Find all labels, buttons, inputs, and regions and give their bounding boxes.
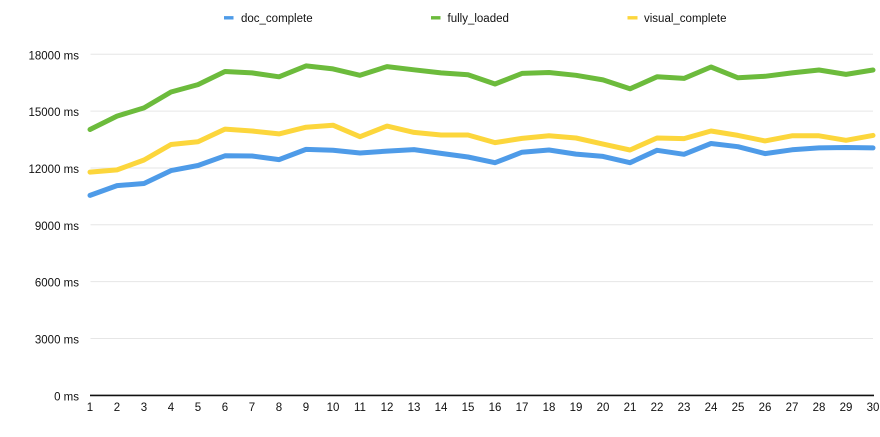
- svg-text:3000 ms: 3000 ms: [35, 335, 79, 347]
- svg-text:12: 12: [381, 402, 394, 414]
- svg-text:visual_complete: visual_complete: [644, 13, 726, 25]
- svg-text:0 ms: 0 ms: [54, 391, 79, 403]
- svg-text:22: 22: [651, 402, 664, 414]
- svg-text:16: 16: [489, 402, 502, 414]
- svg-text:12000 ms: 12000 ms: [28, 164, 79, 176]
- svg-text:6: 6: [222, 402, 228, 414]
- svg-text:25: 25: [732, 402, 745, 414]
- svg-text:26: 26: [759, 402, 772, 414]
- svg-text:fully_loaded: fully_loaded: [448, 13, 509, 25]
- svg-text:20: 20: [597, 402, 610, 414]
- svg-text:30: 30: [867, 402, 880, 414]
- svg-text:27: 27: [786, 402, 799, 414]
- svg-text:11: 11: [354, 402, 366, 414]
- svg-text:19: 19: [570, 402, 583, 414]
- svg-text:3: 3: [141, 402, 147, 414]
- svg-text:1: 1: [87, 402, 93, 414]
- svg-text:4: 4: [168, 402, 175, 414]
- svg-text:6000 ms: 6000 ms: [35, 278, 79, 290]
- svg-text:18000 ms: 18000 ms: [28, 50, 79, 62]
- svg-text:18: 18: [543, 402, 556, 414]
- svg-text:5: 5: [195, 402, 201, 414]
- svg-text:doc_complete: doc_complete: [241, 13, 313, 25]
- svg-text:7: 7: [249, 402, 255, 414]
- svg-text:29: 29: [840, 402, 853, 414]
- svg-text:21: 21: [624, 402, 637, 414]
- svg-text:23: 23: [678, 402, 691, 414]
- svg-text:17: 17: [516, 402, 529, 414]
- svg-text:24: 24: [705, 402, 718, 414]
- svg-text:8: 8: [276, 402, 282, 414]
- svg-text:9: 9: [303, 402, 309, 414]
- svg-text:2: 2: [114, 402, 120, 414]
- svg-text:13: 13: [408, 402, 421, 414]
- svg-text:15000 ms: 15000 ms: [28, 107, 79, 119]
- svg-text:10: 10: [327, 402, 340, 414]
- svg-text:15: 15: [462, 402, 475, 414]
- svg-text:28: 28: [813, 402, 826, 414]
- svg-text:9000 ms: 9000 ms: [35, 221, 79, 233]
- svg-text:14: 14: [435, 402, 448, 414]
